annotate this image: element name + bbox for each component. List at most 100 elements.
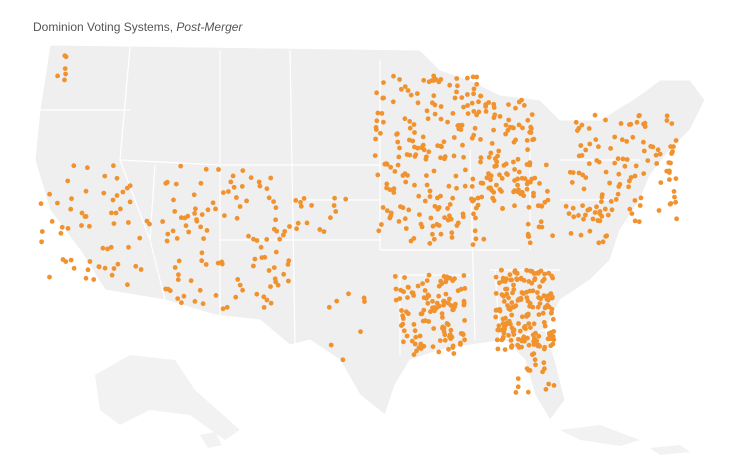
location-dot: [421, 295, 427, 301]
location-dot: [454, 223, 460, 228]
location-dot: [548, 332, 553, 338]
location-dot: [440, 324, 446, 330]
location-dot: [450, 345, 456, 350]
location-dot: [536, 269, 542, 275]
location-dot: [411, 352, 417, 357]
location-dot: [281, 271, 287, 277]
location-dot: [506, 295, 511, 301]
location-dot: [550, 233, 555, 239]
location-dot: [398, 86, 404, 92]
location-dot: [105, 246, 110, 252]
location-dot: [438, 231, 444, 237]
location-dot: [618, 121, 624, 126]
location-dot: [515, 176, 520, 182]
location-dot: [449, 235, 455, 240]
location-dot: [85, 267, 91, 273]
location-dot: [113, 210, 119, 216]
location-dot: [511, 159, 516, 165]
location-dot: [447, 296, 452, 302]
location-dot: [424, 182, 430, 188]
location-dot: [483, 109, 489, 114]
location-dot: [570, 205, 576, 211]
location-dot: [230, 173, 236, 179]
location-dot: [459, 122, 465, 128]
location-dot: [642, 124, 648, 129]
location-dot: [537, 301, 543, 306]
location-dot: [175, 296, 181, 301]
location-dot: [425, 116, 431, 122]
location-dot: [462, 183, 468, 189]
location-dot: [548, 310, 554, 316]
location-dot: [138, 267, 144, 272]
location-dot: [373, 136, 378, 142]
location-dot: [440, 315, 445, 320]
location-dot: [402, 116, 408, 122]
location-dot: [398, 287, 404, 293]
location-dot: [632, 173, 638, 179]
location-dot: [421, 77, 427, 83]
location-dot: [542, 305, 548, 311]
location-dot: [426, 319, 432, 324]
location-dot: [380, 205, 386, 210]
location-dot: [527, 368, 533, 373]
location-dot: [199, 258, 205, 264]
location-dot: [71, 163, 77, 169]
location-dot: [541, 320, 547, 325]
location-dot: [580, 172, 586, 178]
location-dot: [634, 119, 640, 125]
location-dot: [597, 211, 603, 217]
location-dot: [474, 74, 480, 80]
location-dot: [277, 236, 283, 242]
location-dot: [497, 307, 502, 312]
location-dot: [609, 207, 615, 213]
location-dot: [551, 383, 557, 388]
location-dot: [87, 223, 92, 229]
location-dot: [461, 273, 467, 278]
location-dot: [460, 142, 465, 148]
location-dot: [540, 278, 545, 284]
location-dot: [451, 135, 457, 140]
location-dot: [516, 321, 521, 326]
location-dot: [537, 181, 542, 186]
location-dot: [439, 144, 444, 150]
location-dot: [430, 231, 435, 237]
location-dot: [461, 104, 466, 110]
location-dot: [375, 110, 381, 116]
location-dot: [529, 126, 534, 131]
location-dot: [388, 210, 394, 216]
location-dot: [261, 294, 267, 300]
location-dot: [340, 357, 346, 363]
location-dot: [522, 176, 528, 182]
title-text: Dominion Voting Systems,: [33, 20, 177, 34]
location-dot: [298, 199, 303, 205]
location-dot: [176, 272, 181, 278]
location-dot: [497, 114, 503, 119]
location-dot: [600, 239, 606, 245]
location-dot: [442, 154, 448, 160]
location-dot: [442, 337, 448, 343]
location-dot: [326, 304, 332, 310]
location-dot: [404, 152, 410, 157]
location-dot: [191, 192, 197, 198]
location-dot: [188, 278, 194, 284]
location-dot: [465, 75, 470, 81]
location-dot: [392, 274, 398, 279]
location-dot: [111, 266, 117, 271]
location-dot: [541, 293, 547, 299]
location-dot: [246, 233, 251, 239]
location-dot: [399, 308, 404, 313]
location-dot: [393, 286, 399, 292]
location-dot: [421, 307, 427, 313]
location-dot: [542, 199, 548, 205]
location-dot: [503, 276, 509, 282]
location-dot: [430, 223, 436, 229]
location-dot: [203, 262, 209, 267]
location-dot: [499, 327, 505, 333]
location-dot: [395, 131, 400, 137]
location-dot: [275, 282, 281, 288]
location-dot: [87, 259, 93, 264]
location-dot: [258, 244, 264, 250]
location-dot: [615, 156, 621, 162]
location-dot: [540, 310, 546, 316]
location-dot: [516, 169, 522, 175]
